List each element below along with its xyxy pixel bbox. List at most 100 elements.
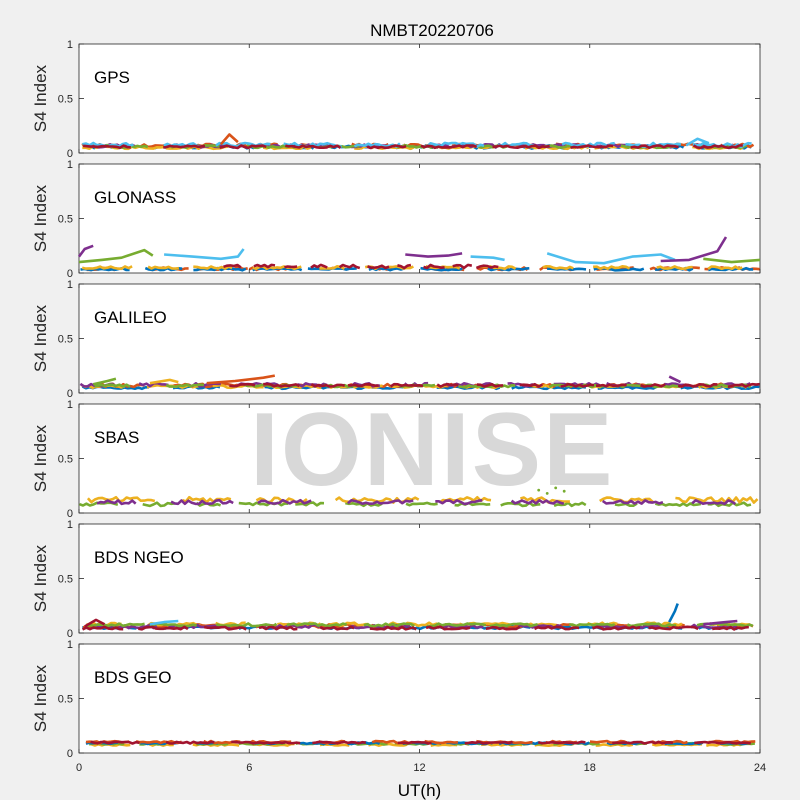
series-segment [295,501,325,507]
series-segment [165,740,215,745]
series-segment [452,263,473,270]
series-segment [437,623,484,630]
y-tick-label: 0 [67,628,73,640]
y-axis-label: S4 Index [31,64,50,132]
y-tick-label: 0 [67,388,73,400]
axis-ticks: 00.51 [58,159,761,280]
series-segment [142,501,176,508]
y-tick-label: 1 [67,639,73,651]
series-segment [216,622,278,628]
series-trace [703,619,738,626]
series-segment [363,622,416,628]
plot-area [78,643,761,754]
x-tick-label: 24 [754,762,766,774]
series-segment [138,625,189,631]
data-point [562,489,566,493]
series-segment [464,740,513,745]
series-trace [149,378,179,385]
series-segment [312,740,366,745]
y-tick-label: 1 [67,39,73,51]
plot-area [78,43,761,154]
series-segment [165,383,205,388]
panel-label: SBAS [94,428,139,447]
series-segment [707,265,743,271]
data-marks [79,374,760,391]
series-segment [656,265,693,271]
series-segment [94,383,131,388]
series-segment [630,144,679,150]
panel-label: GLONASS [94,188,176,207]
series-segment [569,622,616,628]
series-segment [593,265,631,270]
series-trace [405,252,463,258]
x-tick-label: 18 [584,762,596,774]
series-segment [397,263,412,270]
series-segment [170,498,234,506]
data-point [554,486,558,490]
series-segment [601,499,664,505]
series-segment [654,502,702,507]
figure-title: NMBT20220706 [370,21,494,40]
data-marks [85,739,756,747]
series-trace [546,252,676,265]
series-segment [147,265,180,270]
series-segment [81,625,124,631]
series-trace [660,236,728,263]
series-segment [420,266,463,272]
series-trace [164,248,245,261]
data-point [545,492,549,495]
series-segment [284,265,298,269]
watermark: IONISE [250,392,615,508]
panel-label: BDS GEO [94,668,171,687]
series-segment [353,142,401,148]
series-segment [519,382,543,388]
series-segment [371,739,412,745]
y-axis-label: S4 Index [31,184,50,252]
axis-ticks: 00.51 [58,279,761,400]
series-segment [626,622,677,628]
series-segment [533,625,580,631]
series-segment [253,263,276,269]
data-point [537,488,541,492]
series-segment [423,141,485,148]
y-tick-label: 1 [67,159,73,171]
series-segment [476,383,504,388]
series-segment [348,623,411,630]
panel-sbas: 00.51 S4 Index SBAS [31,399,761,520]
series-segment [348,382,379,388]
series-segment [85,622,145,628]
series-trace [668,375,682,384]
series-segment [405,501,438,507]
series-segment [435,499,483,506]
series-segment [229,382,256,388]
series-trace [685,137,710,147]
series-segment [500,501,541,508]
y-axis-label: S4 Index [31,424,50,492]
y-tick-label: 0 [67,748,73,760]
series-segment [319,625,355,631]
series-segment [553,501,587,508]
axis-ticks: 00.51 [58,399,761,520]
series-trace [703,257,761,264]
y-axis-label: S4 Index [31,664,50,732]
series-segment [181,495,232,504]
series-trace [668,603,679,623]
series-segment [694,740,752,745]
y-tick-label: 0 [67,148,73,160]
series-segment [238,501,289,507]
x-tick-label: 12 [413,762,425,774]
series-segment [592,625,641,631]
data-marks [81,133,755,151]
series-trace [149,619,179,626]
series-trace [470,255,505,262]
series-segment [345,501,383,508]
series-segment [223,263,242,269]
series-segment [163,144,206,149]
series-segment [454,501,491,507]
series-segment [612,740,674,745]
series-segment [258,625,298,631]
y-tick-label: 0.5 [58,574,73,586]
